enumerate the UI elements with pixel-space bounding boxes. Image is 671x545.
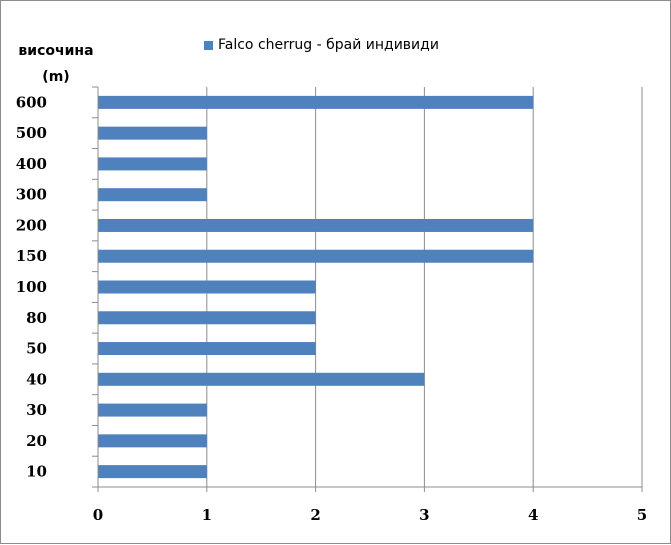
x-tick-label-1: 1 <box>202 506 212 524</box>
bar-500 <box>98 126 207 140</box>
y-tick-label-150: 150 <box>16 247 47 265</box>
y-tick-label-40: 40 <box>26 370 47 388</box>
bar-20 <box>98 434 207 448</box>
x-tick-label-5: 5 <box>637 506 647 524</box>
y-tick-label-600: 600 <box>16 93 47 111</box>
y-axis-title-line-1: височина <box>18 43 94 59</box>
y-axis-title-line-2: (m) <box>42 69 70 85</box>
bar-50 <box>98 342 316 356</box>
bar-400 <box>98 157 207 171</box>
y-tick-label-30: 30 <box>26 401 47 419</box>
x-tick-label-3: 3 <box>419 506 429 524</box>
x-tick-label-2: 2 <box>310 506 320 524</box>
y-tick-label-400: 400 <box>16 155 47 173</box>
y-tick-label-80: 80 <box>26 309 47 327</box>
y-tick-label-50: 50 <box>26 340 47 358</box>
x-tick-label-4: 4 <box>528 506 538 524</box>
y-tick-label-100: 100 <box>16 278 47 296</box>
bar-200 <box>98 218 534 232</box>
legend: Falco cherrug - брай индивиди <box>204 37 439 53</box>
bar-600 <box>98 95 534 109</box>
y-tick-label-10: 10 <box>26 463 47 481</box>
x-tick-label-0: 0 <box>93 506 103 524</box>
bar-10 <box>98 465 207 479</box>
y-tick-label-20: 20 <box>26 432 47 450</box>
y-tick-label-200: 200 <box>16 216 47 234</box>
legend-swatch <box>204 40 213 50</box>
legend-label: Falco cherrug - брай индивиди <box>218 37 439 53</box>
y-tick-label-500: 500 <box>16 124 47 142</box>
bar-80 <box>98 311 316 325</box>
bar-40 <box>98 372 425 386</box>
bar-150 <box>98 249 534 263</box>
bar-30 <box>98 403 207 417</box>
y-tick-label-300: 300 <box>16 186 47 204</box>
bar-300 <box>98 188 207 202</box>
bar-100 <box>98 280 316 294</box>
